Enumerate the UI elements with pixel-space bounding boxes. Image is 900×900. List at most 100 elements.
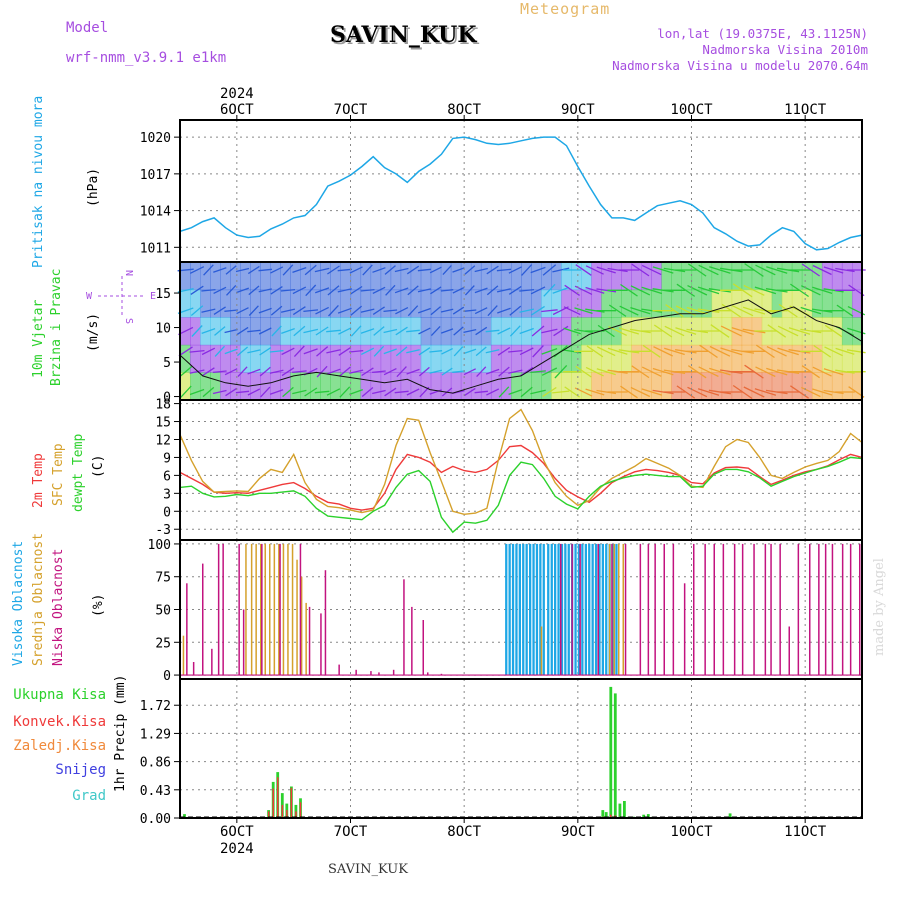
- wind-field-cell: [270, 344, 281, 373]
- wind-arrow: [676, 385, 696, 399]
- wind-field-cell: [240, 344, 251, 373]
- lonlat-text: lon,lat (19.0375E, 43.1125N): [657, 26, 868, 41]
- wind-field-cell: [200, 372, 211, 401]
- wind-arrow: [485, 349, 500, 354]
- wind-field-cell: [430, 344, 442, 373]
- wind-field-cell: [651, 289, 662, 318]
- wind-field-cell: [420, 372, 432, 401]
- wind-arrow: [618, 349, 640, 354]
- cloud_mid-bar: [608, 543, 611, 675]
- wind-arrow: [801, 285, 821, 296]
- wind-field-cell: [631, 262, 642, 291]
- wind-arrow: [823, 266, 844, 274]
- wind-field-cell: [500, 289, 512, 318]
- cloud_high-bar: [525, 543, 528, 675]
- wind-arrow: [629, 328, 651, 334]
- wind-field-cell: [511, 344, 522, 373]
- wind-arrow: [394, 267, 409, 273]
- y-tick-label: 9: [163, 451, 171, 466]
- wind-arrow: [563, 306, 581, 316]
- wind-field-cell: [841, 372, 853, 401]
- cloud_low-bar: [422, 620, 424, 676]
- wind-field-cell: [400, 344, 412, 373]
- wind-arrow: [541, 328, 558, 334]
- wind-field-cell: [390, 344, 402, 373]
- wind-arrow: [417, 268, 431, 272]
- wind-arrow: [676, 283, 696, 297]
- wind-field-cell: [721, 372, 733, 401]
- wind-field-cell: [190, 344, 201, 373]
- wind-field-cell: [591, 344, 602, 373]
- wind-field-cell: [340, 344, 352, 373]
- wind-field-cell: [641, 262, 652, 291]
- wind-arrow: [812, 286, 833, 295]
- wind-arrow: [328, 304, 339, 317]
- wind-arrow: [813, 344, 832, 358]
- wind-field-cell: [701, 262, 713, 291]
- top-x-tick-label: 9OCT: [561, 102, 595, 118]
- wind-field-cell: [841, 344, 853, 373]
- wind-field-cell: [661, 372, 672, 401]
- wind-arrow: [270, 305, 283, 316]
- wind-arrow: [247, 368, 261, 375]
- wind-arrow: [406, 368, 420, 375]
- wind-arrow: [338, 327, 352, 335]
- wind-arrow: [349, 266, 363, 274]
- wind-field-cell: [450, 372, 462, 401]
- wind-arrow: [721, 303, 741, 318]
- wind-arrow: [305, 284, 317, 297]
- cloud_low-bar: [202, 563, 204, 676]
- cloud_high-bar: [539, 543, 542, 675]
- wind-field-cell: [260, 289, 271, 318]
- wind-field-cell: [801, 317, 813, 346]
- wind-field-cell: [230, 372, 241, 401]
- wind-field-cell: [611, 344, 622, 373]
- wind-arrow: [631, 365, 650, 379]
- wind-field-cell: [360, 262, 372, 291]
- wind-arrow: [574, 328, 593, 334]
- wind-arrow: [765, 288, 788, 293]
- wind-field-cell: [852, 262, 863, 291]
- wind-field-cell: [180, 289, 191, 318]
- wind-arrow: [663, 267, 686, 273]
- cloud_low-bar: [571, 543, 573, 675]
- wind-field-cell: [340, 289, 352, 318]
- wind-field-cell: [751, 372, 763, 401]
- wind-field-cell: [741, 344, 753, 373]
- wind-field-cell: [761, 372, 773, 401]
- wind-field-cell: [500, 372, 512, 401]
- precip_conv-bar: [290, 787, 293, 818]
- cloud_low-bar: [279, 543, 281, 675]
- wind-arrow: [248, 285, 260, 296]
- wind-arrow: [372, 306, 385, 315]
- wind-field-cell: [801, 262, 813, 291]
- wind-arrow: [396, 366, 407, 378]
- wind-arrow: [463, 368, 476, 376]
- wind-arrow: [755, 264, 776, 276]
- cloud_high-bar: [557, 543, 560, 675]
- wind-field-cell: [450, 262, 462, 291]
- bottom-x-tick-label: 9OCT: [561, 824, 595, 840]
- wind-field-cell: [290, 372, 301, 401]
- wind-field-cell: [581, 289, 592, 318]
- cloud_high-bar: [515, 543, 518, 675]
- cloud_low-bar: [186, 583, 188, 676]
- cloud_mid-bar: [291, 543, 294, 675]
- wind-arrow: [360, 328, 375, 334]
- wind-arrow: [314, 390, 330, 394]
- wind-field-cell: [621, 372, 632, 401]
- wind-arrow: [519, 288, 535, 292]
- text-layer: 1011 1014 1017 1020 Pritisak na nivou mora (h…: [11, 86, 827, 857]
- wind-arrow: [474, 267, 488, 273]
- cloud-low-axis-title: Niska Oblacnost: [51, 549, 66, 666]
- wind-arrow: [395, 307, 409, 315]
- wind-arrow: [474, 307, 488, 315]
- cloud_high-bar: [598, 543, 601, 675]
- wind-arrow: [314, 287, 330, 294]
- wind-field-cell: [751, 289, 763, 318]
- wind-field-cell: [761, 289, 773, 318]
- cloud_low-bar: [797, 543, 800, 675]
- wind-field-cell: [721, 262, 733, 291]
- wind-field-cell: [591, 262, 602, 291]
- wind-arrow: [292, 286, 307, 295]
